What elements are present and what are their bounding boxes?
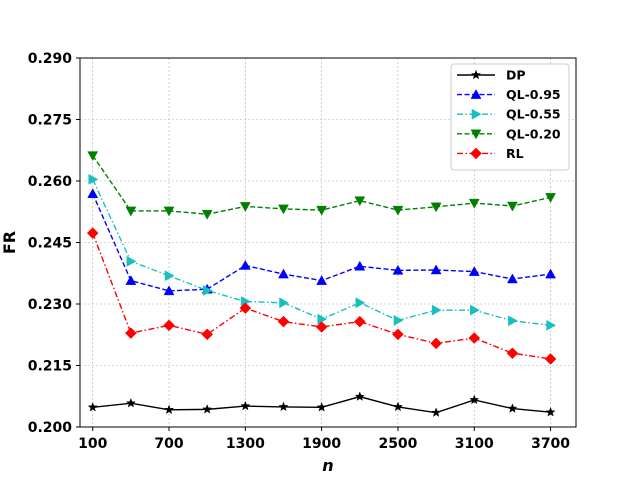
- data-point-ql-0-20: [278, 204, 289, 215]
- x-tick-label: 700: [154, 436, 183, 452]
- data-point-rl: [86, 227, 99, 239]
- data-point-rl: [125, 327, 137, 339]
- data-point-ql-0-95: [163, 285, 175, 296]
- legend-marker-rl: [470, 147, 482, 160]
- legend-label-ql-0-20: QL-0.20: [506, 126, 561, 141]
- data-point-ql-0-55: [508, 315, 518, 327]
- data-point-ql-0-20: [125, 206, 137, 217]
- legend-label-ql-0-55: QL-0.55: [506, 107, 561, 122]
- data-point-ql-0-20: [316, 205, 328, 216]
- x-axis-title: n: [322, 456, 333, 475]
- data-point-ql-0-95: [316, 275, 328, 285]
- data-point-ql-0-20: [201, 209, 213, 220]
- x-tick-label: 100: [78, 436, 107, 452]
- x-tick-label: 3100: [455, 436, 494, 452]
- data-point-rl: [277, 315, 290, 328]
- data-point-ql-0-55: [164, 270, 175, 282]
- legend: DP QL-0.95 QL-0.55 QL-0.20 RL: [450, 63, 570, 171]
- data-point-ql-0-20: [545, 193, 556, 203]
- data-point-rl: [468, 332, 481, 344]
- data-point-dp: [316, 401, 327, 412]
- legend-box: [450, 63, 570, 171]
- data-point-rl: [201, 328, 214, 341]
- data-point-ql-0-55: [355, 297, 366, 309]
- y-axis-title: FR: [0, 231, 19, 254]
- data-point-dp: [431, 407, 442, 417]
- data-point-rl: [544, 353, 557, 365]
- x-axis: 100 700 1300 1900 2500 3100 3700: [78, 427, 570, 452]
- data-point-ql-0-95: [468, 266, 480, 276]
- y-tick-label: 0.215: [28, 359, 72, 375]
- data-point-dp: [125, 397, 136, 408]
- data-point-ql-0-95: [239, 259, 251, 270]
- data-point-rl: [239, 302, 252, 314]
- data-point-ql-0-55: [393, 314, 404, 326]
- data-point-ql-0-20: [392, 205, 404, 216]
- x-tick-label: 1900: [302, 436, 341, 452]
- data-point-dp: [354, 391, 365, 401]
- data-point-ql-0-55: [431, 304, 442, 316]
- x-tick-label: 1300: [226, 436, 265, 452]
- data-point-ql-0-20: [239, 202, 251, 212]
- data-point-ql-0-20: [506, 201, 518, 212]
- data-point-rl: [430, 337, 442, 350]
- data-point-ql-0-95: [354, 260, 366, 271]
- data-point-ql-0-55: [202, 285, 213, 296]
- data-point-rl: [315, 321, 328, 333]
- data-point-dp: [545, 406, 556, 417]
- y-tick-label: 0.275: [28, 113, 72, 129]
- legend-marker-dp: [470, 69, 482, 80]
- data-point-rl: [506, 347, 519, 360]
- legend-marker-ql-0-95: [470, 89, 482, 99]
- y-tick-label: 0.290: [28, 51, 73, 67]
- y-axis: 0.200 0.215 0.230 0.245 0.260 0.275 0.290: [28, 51, 80, 436]
- series-markers: [86, 151, 557, 417]
- data-point-dp: [507, 403, 518, 413]
- data-point-ql-0-20: [430, 202, 442, 213]
- data-point-ql-0-55: [88, 173, 99, 185]
- data-point-ql-0-95: [545, 268, 556, 279]
- data-point-ql-0-95: [430, 264, 442, 275]
- legend-label-rl: RL: [506, 146, 524, 161]
- y-tick-label: 0.260: [28, 174, 73, 190]
- legend-marker-ql-0-20: [470, 129, 482, 140]
- data-point-ql-0-20: [163, 206, 175, 217]
- legend-label-dp: DP: [506, 68, 526, 83]
- legend-marker-ql-0-55: [471, 108, 482, 120]
- data-point-ql-0-55: [279, 297, 290, 309]
- data-point-dp: [469, 394, 480, 405]
- data-point-ql-0-95: [87, 188, 99, 198]
- data-point-rl: [353, 315, 366, 328]
- data-point-dp: [392, 401, 404, 412]
- data-point-ql-0-55: [470, 304, 480, 316]
- data-point-ql-0-95: [125, 275, 137, 285]
- data-point-ql-0-20: [87, 151, 99, 162]
- y-tick-label: 0.245: [28, 236, 72, 252]
- data-point-dp: [87, 401, 98, 412]
- data-point-ql-0-55: [546, 319, 557, 331]
- y-tick-label: 0.200: [28, 420, 73, 436]
- data-point-rl: [163, 319, 175, 332]
- data-point-ql-0-95: [392, 264, 404, 275]
- data-point-ql-0-20: [354, 196, 366, 207]
- data-point-dp: [240, 400, 251, 411]
- data-point-dp: [163, 404, 175, 415]
- x-tick-label: 2500: [378, 436, 417, 452]
- data-point-ql-0-95: [278, 268, 289, 279]
- data-point-rl: [392, 328, 404, 341]
- data-point-ql-0-20: [468, 198, 480, 209]
- x-tick-label: 3700: [531, 436, 570, 452]
- data-point-dp: [202, 404, 213, 414]
- data-point-dp: [278, 401, 289, 412]
- data-point-ql-0-55: [126, 255, 137, 267]
- legend-label-ql-0-95: QL-0.95: [506, 87, 561, 102]
- data-point-ql-0-95: [506, 273, 518, 284]
- y-tick-label: 0.230: [28, 297, 73, 313]
